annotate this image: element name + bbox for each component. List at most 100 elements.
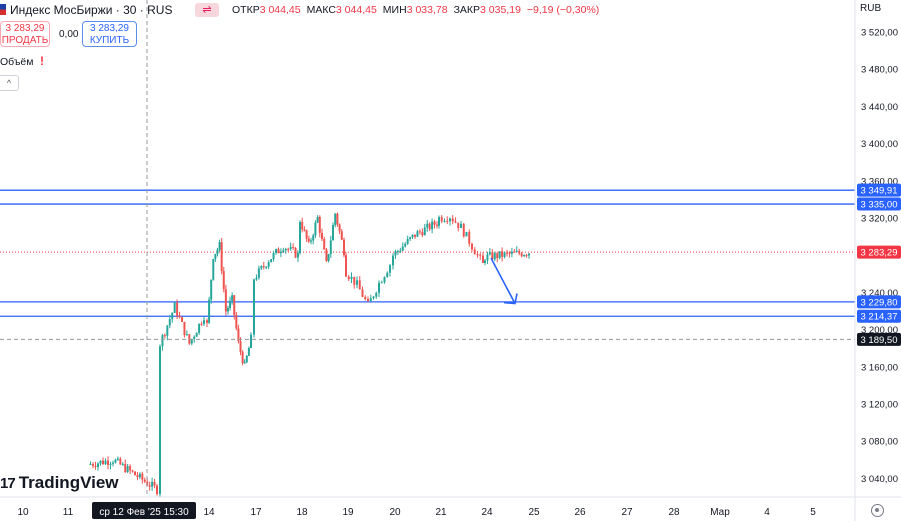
candle-up	[198, 323, 201, 333]
candle-up	[229, 300, 232, 309]
low-label: МИН	[382, 4, 407, 16]
candle-down	[305, 230, 308, 239]
symbol-title[interactable]: Индекс МосБиржи · 30 · RUS	[0, 3, 172, 17]
crosshair-price-label: 3 189,50	[861, 335, 898, 346]
price-tick-label: 3 120,00	[861, 400, 898, 411]
candle-up	[460, 223, 462, 228]
candle-up	[231, 295, 234, 301]
candle-up	[372, 296, 375, 299]
candle-up	[299, 221, 301, 254]
candle-down	[501, 251, 504, 257]
candle-up	[484, 260, 486, 263]
currency-label[interactable]: RUB	[860, 3, 882, 14]
sell-button[interactable]: 3 283,29 ПРОДАТЬ	[0, 21, 50, 47]
candle-down	[178, 315, 181, 318]
candle-up	[185, 334, 188, 336]
candle-down	[325, 249, 328, 261]
candle-up	[243, 362, 246, 364]
candle-down	[94, 465, 97, 467]
time-tick-label: 25	[528, 507, 540, 518]
price-tick-label: 3 040,00	[861, 474, 898, 485]
price-tick-label: 3 400,00	[861, 139, 898, 150]
candle-up	[396, 250, 399, 252]
candle-up	[399, 250, 402, 252]
candle-up	[97, 463, 99, 467]
candle-up	[250, 334, 252, 348]
candle-up	[279, 251, 282, 254]
candle-down	[418, 231, 421, 233]
ohlc-legend: ОТКР3 044,45 МАКС3 044,45 МИН3 033,78 ЗАКР3…	[232, 4, 605, 16]
candle-up	[528, 253, 530, 256]
time-tick-label: 26	[574, 507, 586, 518]
logo-text: TradingView	[18, 473, 119, 492]
candle-up	[404, 243, 407, 247]
candle-up	[255, 277, 258, 280]
tradingview-logo: 17 TradingView	[0, 473, 119, 493]
candle-up	[378, 282, 380, 293]
crosshair-time-label: ср 12 Фев '25 15:30	[99, 507, 189, 518]
candle-down	[119, 458, 122, 465]
time-tick-label: 28	[668, 507, 680, 518]
tradingview-mark-icon: 17	[0, 475, 16, 492]
candle-down	[301, 221, 304, 230]
candle-up	[161, 335, 164, 347]
candle-up	[173, 302, 176, 313]
level-price-label: 3 229,80	[861, 297, 898, 308]
candle-up	[151, 481, 154, 487]
price-axis-bg	[855, 0, 901, 521]
price-tick-label: 3 160,00	[861, 362, 898, 373]
warning-icon[interactable]: !	[40, 54, 44, 68]
candle-up	[523, 255, 526, 257]
candle-up	[257, 268, 260, 278]
candle-up	[245, 355, 248, 363]
candle-down	[303, 229, 306, 231]
candle-down	[468, 231, 471, 244]
candle-down	[508, 252, 511, 254]
candle-down	[336, 213, 339, 225]
candle-up	[208, 299, 211, 323]
volume-indicator-label[interactable]: Объём	[0, 56, 34, 68]
candle-up	[270, 259, 273, 263]
overlay-layer	[0, 0, 855, 497]
crosshair-time-tag	[92, 502, 196, 519]
candle-down	[222, 271, 225, 290]
last-price-label: 3 283,29	[861, 248, 898, 259]
candle-up	[190, 339, 193, 344]
candle-down	[176, 302, 179, 316]
buy-button[interactable]: 3 283,29 КУПИТЬ	[82, 21, 137, 47]
candle-up	[488, 252, 491, 255]
candle-down	[482, 255, 484, 263]
candle-up	[210, 279, 213, 300]
price-tick-label: 3 200,00	[861, 325, 898, 336]
candle-up	[297, 253, 299, 258]
settings-gear-icon[interactable]	[871, 504, 884, 517]
time-tick-label: 14	[203, 507, 215, 518]
candle-down	[343, 239, 345, 256]
candle-down	[237, 328, 240, 342]
candle-down	[141, 473, 144, 480]
candle-up	[193, 336, 196, 340]
candle-down	[233, 295, 236, 315]
candle-down	[292, 246, 295, 248]
candle-down	[428, 223, 431, 230]
symbol-label: Индекс МосБиржи · 30 · RUS	[10, 3, 173, 17]
candle-up	[375, 292, 378, 297]
candle-down	[364, 296, 367, 300]
candle-up	[112, 462, 114, 464]
candle-up	[138, 473, 141, 478]
candle-down	[518, 250, 521, 254]
candle-up	[438, 217, 440, 226]
candle-down	[358, 280, 361, 290]
forecast-arrow-line	[490, 257, 516, 304]
candle-up	[327, 254, 330, 261]
candle-down	[183, 321, 186, 336]
level-price-label: 3 214,37	[861, 312, 898, 323]
candle-up	[493, 253, 496, 260]
candle-down	[206, 320, 208, 323]
collapse-legend-icon[interactable]: ^	[0, 75, 19, 91]
candle-up	[312, 235, 315, 241]
candle-up	[356, 280, 358, 285]
compare-toggle-icon[interactable]: ⇌	[195, 3, 219, 17]
